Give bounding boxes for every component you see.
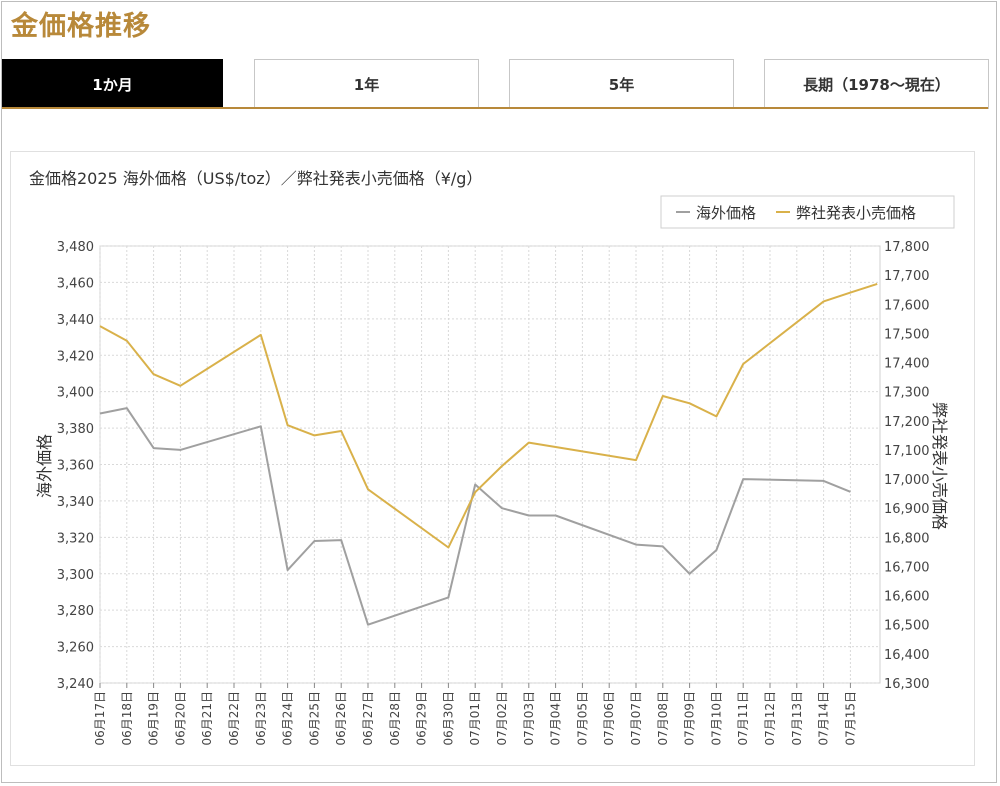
- x-tick-label: 06月23日: [254, 691, 268, 746]
- x-tick-label: 07月05日: [575, 691, 589, 746]
- right-tick-label: 17,300: [884, 386, 930, 401]
- right-tick-label: 17,000: [884, 473, 930, 488]
- x-tick-label: 07月15日: [843, 691, 857, 746]
- x-tick-label: 06月29日: [415, 691, 429, 746]
- right-tick-label: 17,100: [884, 444, 930, 459]
- x-tick-label: 06月30日: [441, 691, 455, 746]
- page-title: 金価格推移: [11, 11, 151, 42]
- tab-5-years[interactable]: 5年: [509, 59, 734, 109]
- x-tick-label: 07月03日: [522, 691, 536, 746]
- left-tick-label: 3,480: [57, 240, 94, 255]
- right-tick-label: 17,200: [884, 415, 930, 430]
- x-tick-label: 06月22日: [227, 691, 241, 746]
- x-tick-label: 07月14日: [817, 691, 831, 746]
- left-tick-label: 3,260: [57, 641, 94, 656]
- left-tick-label: 3,460: [57, 276, 94, 291]
- x-tick-label: 07月06日: [602, 691, 616, 746]
- x-tick-label: 07月09日: [683, 691, 697, 746]
- chart-title: 金価格2025 海外価格（US$/toz）／弊社発表小売価格（¥/g）: [29, 169, 482, 188]
- tab-1-year[interactable]: 1年: [254, 59, 479, 109]
- tab-1-month[interactable]: 1か月: [2, 59, 223, 109]
- x-tick-label: 06月21日: [200, 691, 214, 746]
- left-tick-label: 3,440: [57, 313, 94, 328]
- right-tick-label: 16,700: [884, 560, 930, 575]
- right-tick-label: 16,400: [884, 648, 930, 663]
- right-tick-label: 17,500: [884, 327, 930, 342]
- tab-underline: [2, 107, 988, 109]
- right-tick-label: 16,600: [884, 590, 930, 605]
- right-tick-label: 16,500: [884, 619, 930, 634]
- tab-long-term[interactable]: 長期（1978〜現在）: [764, 59, 989, 109]
- x-tick-label: 07月10日: [709, 691, 723, 746]
- right-tick-label: 16,800: [884, 531, 930, 546]
- x-tick-label: 06月25日: [307, 691, 321, 746]
- left-tick-label: 3,380: [57, 422, 94, 437]
- retail-price-line: [99, 282, 878, 549]
- x-tick-label: 06月27日: [361, 691, 375, 746]
- x-tick-label: 07月13日: [790, 691, 804, 746]
- chart-grid: [99, 245, 881, 688]
- x-tick-label: 07月11日: [736, 691, 750, 746]
- right-axis-ticks: 16,300 16,400 16,500 16,600 16,700 16,800 16,9…: [884, 240, 930, 692]
- right-tick-label: 17,600: [884, 298, 930, 313]
- x-tick-label: 07月12日: [763, 691, 777, 746]
- legend-overseas-label[interactable]: 海外価格: [696, 204, 756, 222]
- x-tick-label: 06月26日: [334, 691, 348, 746]
- left-tick-label: 3,340: [57, 495, 94, 510]
- right-tick-label: 17,400: [884, 357, 930, 372]
- right-tick-label: 17,800: [884, 240, 930, 255]
- x-tick-label: 07月02日: [495, 691, 509, 746]
- left-tick-label: 3,280: [57, 604, 94, 619]
- x-axis-ticks: 06月17日 06月18日 06月19日 06月20日 06月21日 06月22日 06月2…: [93, 691, 857, 746]
- x-tick-label: 06月19日: [147, 691, 161, 746]
- x-tick-label: 06月17日: [93, 691, 107, 746]
- left-tick-label: 3,300: [57, 568, 94, 583]
- x-tick-label: 06月20日: [173, 691, 187, 746]
- left-axis-label: 海外価格: [35, 434, 54, 498]
- x-tick-label: 07月08日: [656, 691, 670, 746]
- left-tick-label: 3,420: [57, 349, 94, 364]
- left-tick-label: 3,240: [57, 677, 94, 692]
- legend-retail-label[interactable]: 弊社発表小売価格: [796, 204, 916, 222]
- x-tick-label: 06月28日: [388, 691, 402, 746]
- right-tick-label: 17,700: [884, 269, 930, 284]
- left-tick-label: 3,400: [57, 386, 94, 401]
- right-tick-label: 16,900: [884, 502, 930, 517]
- x-tick-label: 06月24日: [281, 691, 295, 746]
- x-tick-label: 07月07日: [629, 691, 643, 746]
- overseas-price-line: [99, 407, 851, 626]
- right-axis-label: 弊社発表小売価格: [930, 402, 949, 530]
- left-tick-label: 3,320: [57, 531, 94, 546]
- x-tick-label: 06月18日: [120, 691, 134, 746]
- legend: 海外価格 弊社発表小売価格: [660, 195, 955, 229]
- left-axis-ticks: 3,240 3,260 3,280 3,300 3,320 3,340 3,360 3,380…: [57, 240, 94, 692]
- right-tick-label: 16,300: [884, 677, 930, 692]
- x-tick-label: 07月04日: [549, 691, 563, 746]
- chart-series: [99, 282, 878, 626]
- x-tick-label: 07月01日: [468, 691, 482, 746]
- left-tick-label: 3,360: [57, 459, 94, 474]
